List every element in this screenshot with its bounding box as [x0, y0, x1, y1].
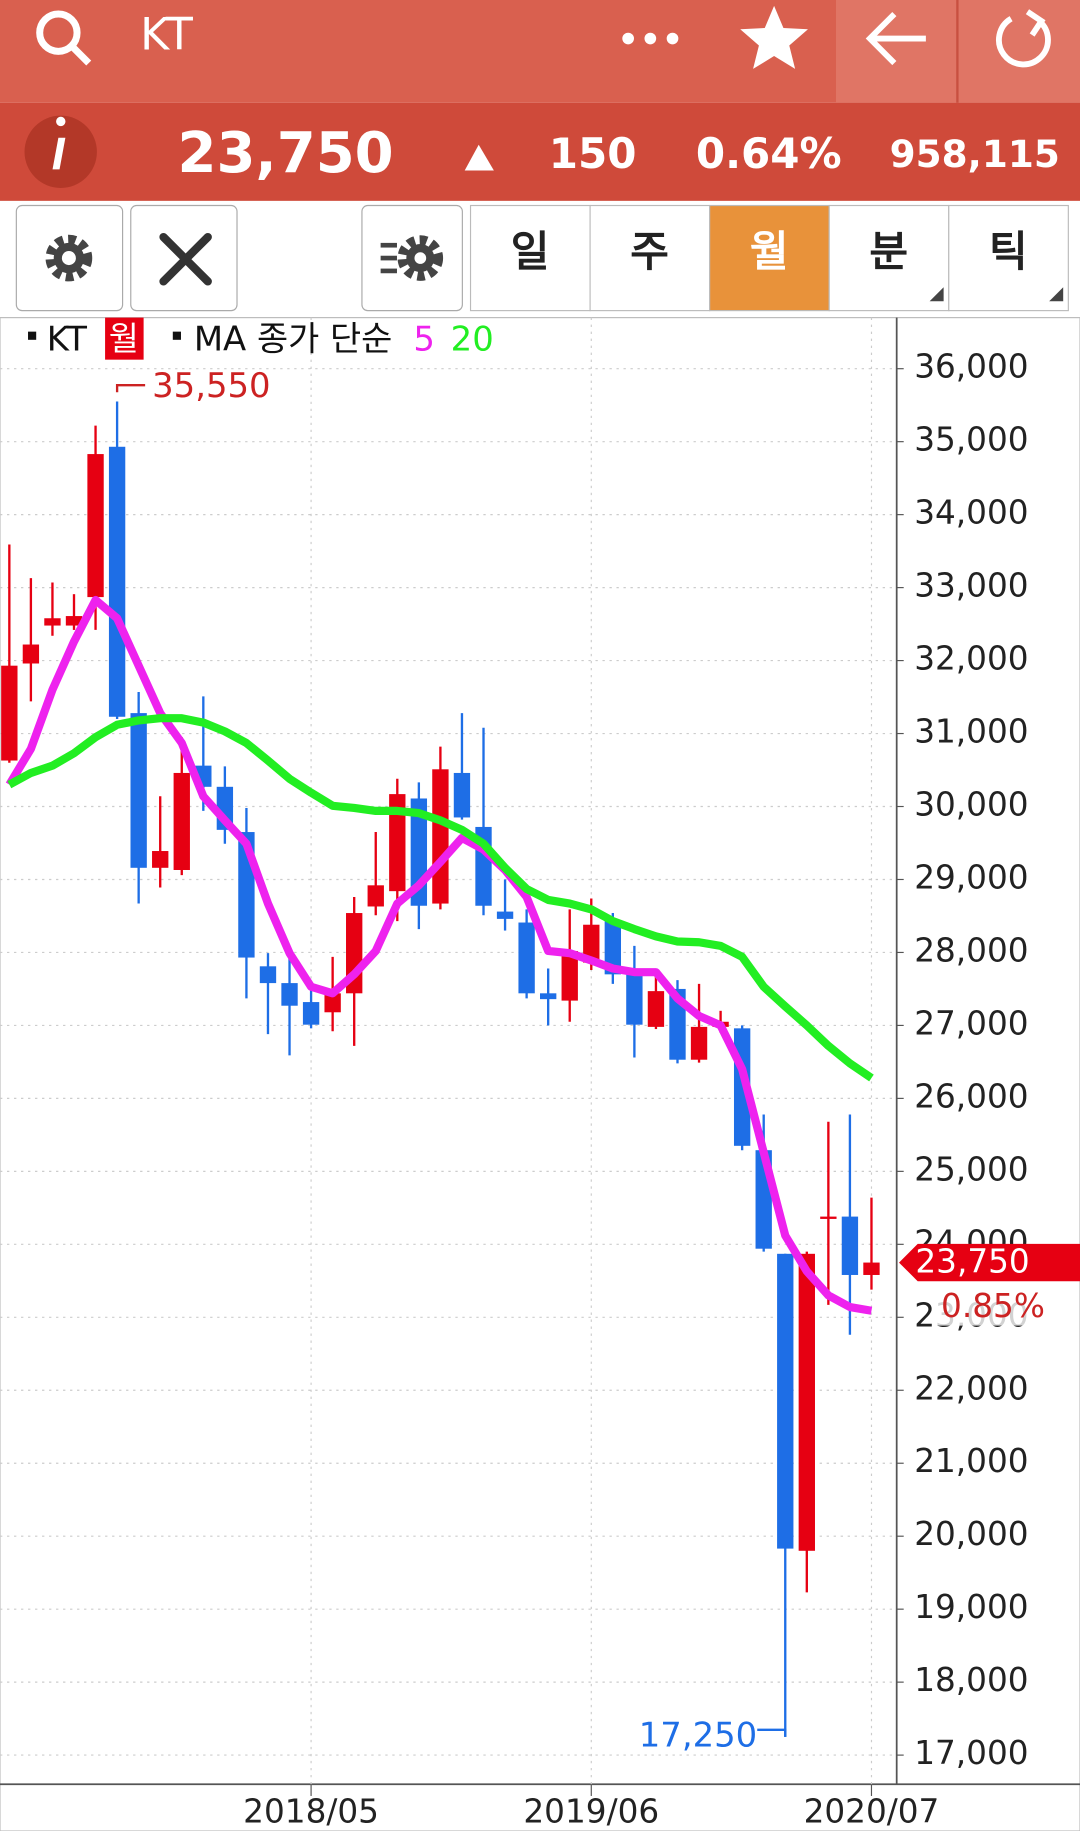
candle-body — [540, 993, 557, 1000]
period-tab[interactable] — [709, 204, 830, 312]
candle-body — [626, 972, 643, 1025]
search-icon[interactable] — [36, 10, 92, 66]
y-tick-label: 32,000 — [914, 640, 1028, 678]
legend-bullet — [172, 331, 181, 340]
more-icon[interactable] — [622, 32, 679, 45]
y-tick-label: 18,000 — [914, 1661, 1028, 1699]
candle-body — [44, 618, 61, 626]
candle-body — [820, 1216, 837, 1219]
candle-body — [324, 993, 341, 1013]
low-label: 17,250 — [639, 1715, 757, 1754]
y-tick-label: 27,000 — [914, 1004, 1028, 1042]
price: 23,750 — [177, 121, 393, 186]
back-icon[interactable] — [865, 11, 926, 66]
current-price-tag — [899, 1243, 1080, 1282]
info-icon — [52, 116, 66, 170]
period-tab-label: 일 — [511, 227, 550, 276]
low-pointer — [757, 1728, 787, 1737]
indicator-icon — [380, 235, 444, 281]
candle-body — [690, 1026, 708, 1060]
candle-body — [561, 950, 578, 1001]
current-price-label: 23,750 — [915, 1243, 1029, 1281]
gear-icon — [45, 234, 93, 282]
moving-average-line — [7, 714, 874, 1082]
candle-body — [87, 454, 104, 598]
candle-body — [647, 991, 665, 1027]
y-tick-label: 35,000 — [914, 421, 1028, 459]
legend-symbol: KT — [47, 319, 88, 358]
candle-body — [863, 1262, 880, 1275]
candle-body — [777, 1253, 794, 1549]
x-tick-label: 2020/07 — [804, 1792, 940, 1830]
candle-body — [130, 713, 147, 868]
y-tick-label: 29,000 — [914, 858, 1028, 896]
quote-bar — [0, 102, 1080, 201]
candle-body — [1, 665, 18, 761]
candle-body — [496, 911, 514, 919]
y-tick-label: 19,000 — [914, 1588, 1028, 1626]
period-tab[interactable] — [828, 204, 950, 312]
y-tick-label: 28,000 — [914, 931, 1028, 969]
up-arrow — [464, 144, 494, 171]
legend-ma-period: 5 — [413, 319, 435, 358]
candle-body — [389, 794, 406, 892]
candle-body — [841, 1216, 859, 1275]
candle-body — [65, 616, 83, 626]
chart-area — [0, 317, 1080, 1831]
candle-body — [22, 644, 40, 664]
legend-bullet — [28, 331, 37, 340]
symbol: KT — [140, 9, 194, 60]
legend-ma-period: 20 — [451, 319, 494, 358]
period-tab-label: 월 — [750, 227, 789, 276]
period-tab[interactable] — [589, 204, 711, 312]
candle-body — [453, 772, 471, 818]
period-tab[interactable] — [948, 204, 1069, 312]
y-tick-label: 33,000 — [914, 567, 1028, 605]
candle-body — [518, 922, 535, 994]
legend-ma: MA 종가 단순 — [194, 319, 393, 358]
candle-body — [108, 446, 126, 717]
y-tick-label: 30,000 — [914, 786, 1028, 824]
candle-body — [281, 983, 298, 1006]
y-tick-label: 21,000 — [914, 1442, 1028, 1480]
y-tick-label: 34,000 — [914, 494, 1028, 532]
y-tick-label: 17,000 — [914, 1734, 1028, 1772]
candle-body — [432, 769, 449, 904]
candle-body — [798, 1253, 815, 1551]
pct-bg — [934, 1288, 1040, 1326]
candle-body — [604, 921, 622, 975]
legend-period: 월 — [109, 320, 139, 358]
y-tick-label: 31,000 — [914, 713, 1028, 751]
candle-body — [173, 772, 190, 870]
period-tab-label: 틱 — [989, 227, 1028, 276]
current-change-label: 0.85% — [941, 1287, 1045, 1325]
candle-body — [259, 966, 277, 984]
x-tick-label: 2018/05 — [243, 1792, 379, 1830]
y-tick-label: 20,000 — [914, 1515, 1028, 1553]
candle-body — [302, 1002, 320, 1025]
candle-body — [583, 924, 600, 963]
change-pct: 0.64% — [696, 129, 842, 178]
y-tick-label: 25,000 — [914, 1150, 1028, 1188]
legend-period-bg — [105, 317, 144, 360]
period-tab-label: 주 — [630, 227, 669, 276]
period-tab-label: 분 — [869, 227, 908, 276]
y-tick-label: 22,000 — [914, 1369, 1028, 1407]
refresh-icon[interactable] — [996, 9, 1051, 68]
y-tick-label: 36,000 — [914, 348, 1028, 386]
volume: 958,115 — [890, 132, 1060, 176]
change: 150 — [549, 129, 637, 178]
high-label: 35,550 — [152, 366, 270, 405]
moving-average-line — [5, 595, 873, 1315]
y-tick-label: 26,000 — [914, 1077, 1028, 1115]
candle-body — [152, 851, 169, 868]
tools-icon — [159, 232, 212, 286]
high-pointer — [115, 384, 146, 393]
favorite-icon[interactable] — [740, 5, 808, 69]
candle-body — [367, 885, 384, 907]
x-tick-label: 2019/06 — [523, 1792, 659, 1830]
